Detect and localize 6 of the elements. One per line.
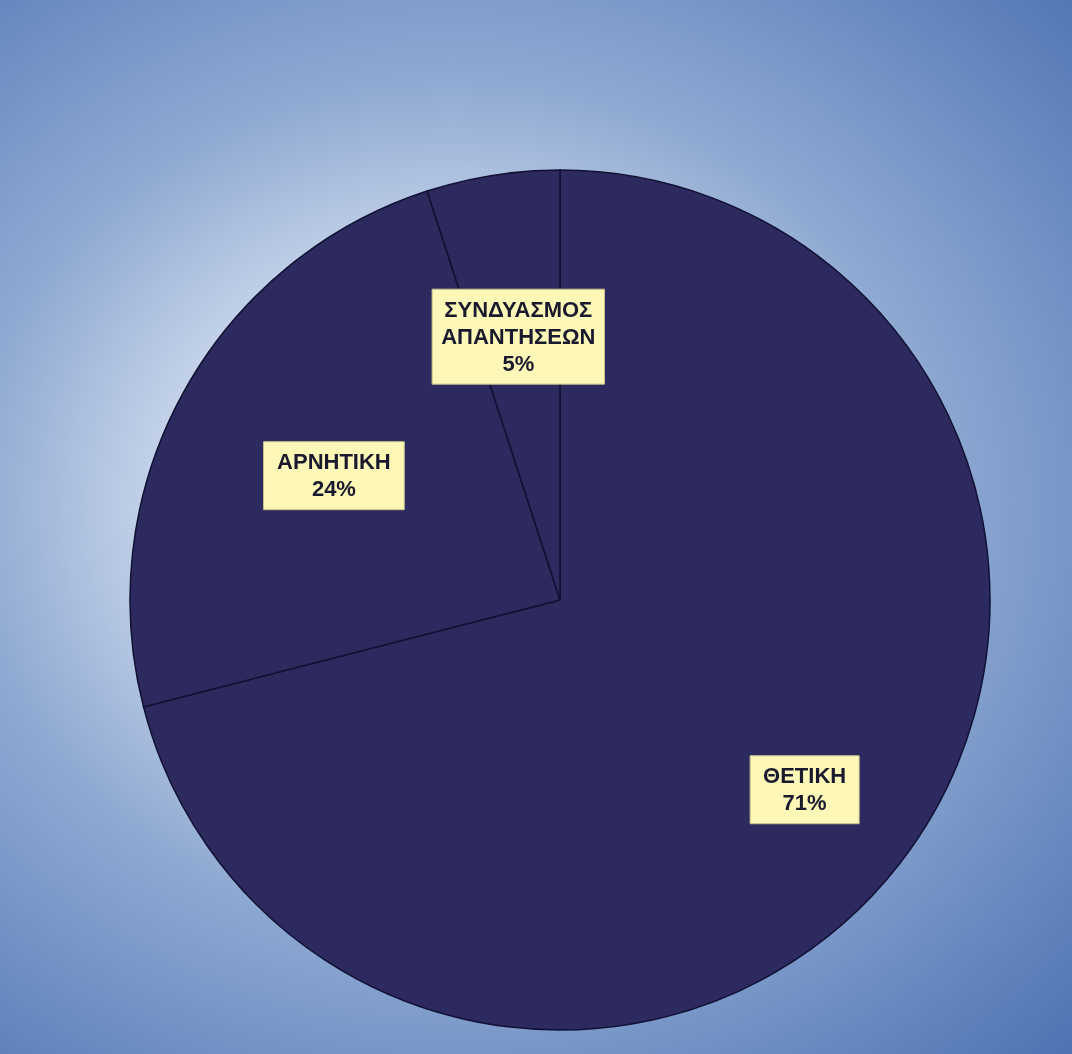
data-label: 71% (782, 790, 827, 816)
slice-label: ΣΥΝΔΥΑΣΜΟΣ ΑΠΑΝΤΗΣΕΩΝ (441, 296, 596, 349)
slice-label: ΘΕΤΙΚΗ (763, 763, 847, 789)
slice-label: ΑΡΝΗΤΙΚΗ (277, 449, 391, 475)
data-label: 5% (502, 350, 535, 376)
data-label: 24% (311, 476, 356, 502)
